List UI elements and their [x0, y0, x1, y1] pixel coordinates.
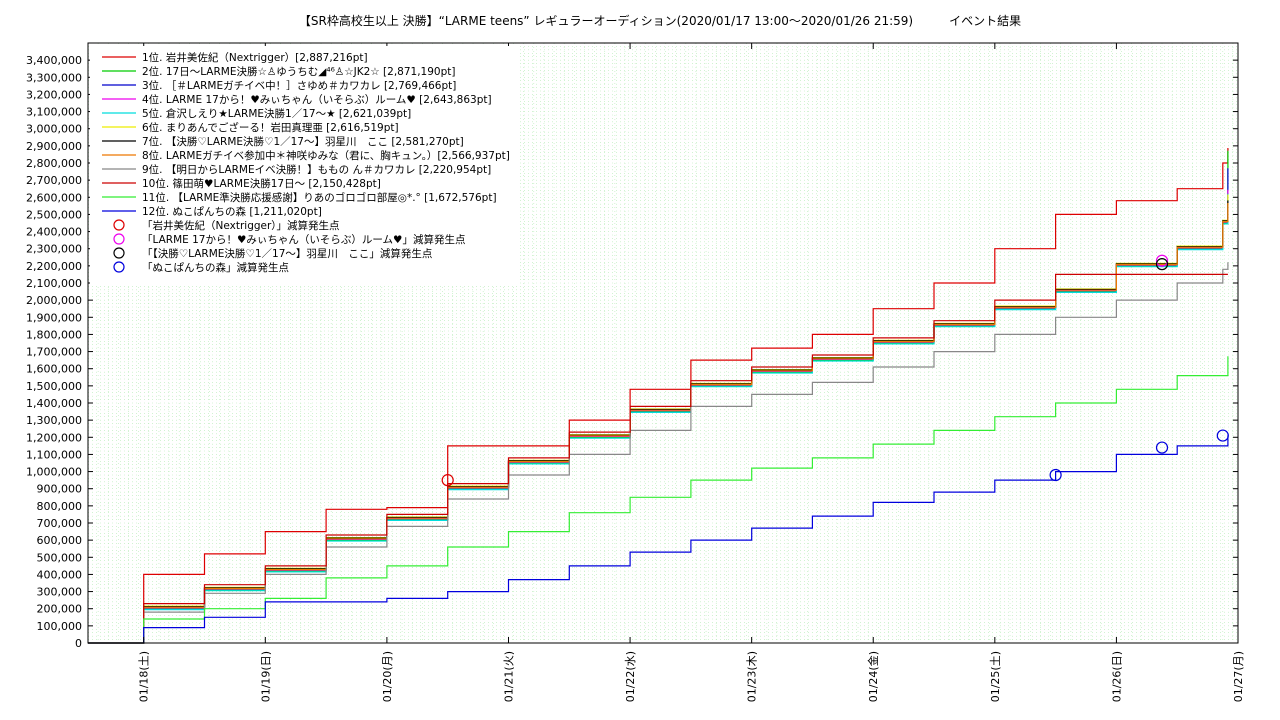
y-tick-label: 800,000: [37, 500, 83, 513]
y-tick-label: 1,600,000: [26, 363, 82, 376]
legend-label-2: 2位. 17日〜LARME決勝☆♙ゆうちむ◢⁴⁶♙☆JK2☆ [2,871,19…: [142, 65, 455, 78]
legend-marker-3: [113, 247, 125, 259]
series-line-10: [88, 273, 1228, 644]
subtraction-marker-3: [1155, 258, 1169, 271]
x-axis: 01/18(土) 01/19(日) 01/20(月) 01/21(火) 01/22(水)…: [138, 43, 1245, 702]
subtraction-marker-2: [1155, 254, 1169, 267]
y-tick-label: 2,800,000: [26, 157, 82, 170]
legend-marker-2: [113, 233, 125, 245]
legend-marker-label-3: 「【決勝♡LARME決勝♡1／17〜】羽星川 ここ」減算発生点: [142, 247, 432, 260]
series-line-9: [88, 262, 1229, 644]
legend-label-12: 12位. ぬこぱんちの森 [1,211,020pt]: [142, 205, 322, 218]
y-tick-label: 2,100,000: [26, 277, 82, 290]
legend-label-7: 7位. 【決勝♡LARME決勝♡1／17〜】羽星川 ここ [2,581,270p…: [142, 135, 464, 148]
y-tick-label: 500,000: [37, 551, 83, 564]
chart-title: 【SR枠高校生以上 決勝】“LARME teens” レギュラーオーディション(…: [299, 13, 1021, 28]
y-tick-label: 2,600,000: [26, 191, 82, 204]
legend-marker-label-2: 「LARME 17から！♥みぃちゃん（いそらぶ）ルーム♥」減算発生点: [142, 233, 465, 246]
legend-label-6: 6位. まりあんでござーる！岩田真理亜 [2,616,519pt]: [142, 121, 399, 134]
y-tick-label: 1,700,000: [26, 346, 82, 359]
y-tick-label: 3,300,000: [26, 71, 82, 84]
subtraction-marker-4: [1049, 468, 1062, 482]
legend-label-9: 9位. 【明日からLARMEイベ決勝！】ももの ん＃カワカレ [2,220,95…: [142, 163, 491, 176]
legend-background: [90, 46, 520, 284]
y-tick-label: 2,500,000: [26, 208, 82, 221]
series-line-11: [88, 356, 1229, 644]
legend-label-10: 10位. 篠田萌♥LARME決勝17日〜 [2,150,428pt]: [142, 177, 381, 190]
x-tick-label: 01/26(日): [1110, 651, 1123, 702]
y-tick-label: 400,000: [37, 568, 83, 581]
y-tick-label: 2,900,000: [26, 140, 82, 153]
y-tick-label: 2,700,000: [26, 174, 82, 187]
x-tick-label: 01/18(土): [138, 651, 151, 702]
x-tick-label: 01/24(金): [866, 651, 880, 702]
x-tick-label: 01/27(月): [1232, 651, 1245, 702]
series-line-1: [88, 148, 1229, 644]
x-tick-label: 01/20(月): [381, 651, 394, 702]
legend-label-1: 1位. 岩井美佐紀（Nextrigger）[2,887,216pt]: [142, 51, 368, 64]
legend: 1位. 岩井美佐紀（Nextrigger）[2,887,216pt]2位. 17…: [90, 46, 520, 284]
series-line-12: [88, 435, 1229, 644]
y-tick-label: 3,000,000: [26, 123, 82, 136]
subtraction-marker-5: [1155, 441, 1169, 454]
y-tick-label: 200,000: [37, 603, 83, 616]
y-tick-label: 1,400,000: [26, 397, 82, 410]
y-tick-label: 1,200,000: [26, 431, 82, 444]
y-tick-label: 2,300,000: [26, 243, 82, 256]
y-tick-label: 900,000: [37, 483, 83, 496]
subtraction-marker-6: [1216, 429, 1229, 442]
legend-label-4: 4位. LARME 17から！♥みぃちゃん（いそらぶ）ルーム♥ [2,643,8…: [142, 93, 492, 106]
legend-label-8: 8位. LARMEガチイベ参加中＊神咲ゆみな（君に、胸キュン。）[2,566,9…: [142, 149, 510, 162]
y-tick-label: 2,400,000: [26, 226, 82, 239]
legend-marker-label-1: 「岩井美佐紀（Nextrigger）」減算発生点: [142, 219, 340, 232]
y-tick-label: 300,000: [37, 586, 83, 599]
y-tick-label: 700,000: [37, 517, 83, 530]
y-tick-label: 1,100,000: [26, 448, 82, 461]
y-tick-label: 3,200,000: [26, 88, 82, 101]
y-tick-label: 600,000: [37, 534, 83, 547]
legend-label-3: 3位. ［＃LARMEガチイベ中！］さゆめ＃カワカレ [2,769,466pt]: [142, 79, 456, 92]
legend-marker-label-4: 「ぬこぱんちの森」減算発生点: [142, 261, 289, 274]
x-tick-label: 01/23(木): [746, 651, 759, 702]
legend-marker-1: [113, 219, 125, 231]
plot-frame: [87, 42, 1239, 644]
y-tick-label: 2,200,000: [26, 260, 82, 273]
x-tick-label: 01/21(火): [502, 651, 515, 702]
legend-label-5: 5位. 倉沢しえり★LARME決勝1／17〜★ [2,621,039pt]: [142, 107, 411, 120]
y-tick-label: 1,300,000: [26, 414, 82, 427]
legend-label-11: 11位. 【LARME準決勝応援感謝】りあのゴロゴロ部屋◎*.° [1,672,…: [142, 191, 497, 204]
y-tick-label: 2,000,000: [26, 294, 82, 307]
x-tick-label: 01/25(土): [989, 651, 1002, 702]
y-tick-label: 1,900,000: [26, 311, 82, 324]
y-tick-label: 1,800,000: [26, 328, 82, 341]
y-tick-label: 1,000,000: [26, 466, 82, 479]
x-tick-label: 01/22(水): [624, 651, 637, 702]
series-lines: [88, 148, 1229, 644]
y-tick-label: 0: [75, 637, 82, 650]
subtraction-markers: [441, 254, 1229, 487]
subtraction-marker-1: [441, 474, 454, 487]
y-tick-label: 3,400,000: [26, 54, 82, 67]
x-tick-label: 01/19(日): [259, 651, 272, 702]
legend-marker-4: [113, 261, 125, 273]
y-tick-label: 100,000: [37, 620, 83, 633]
y-tick-label: 3,100,000: [26, 106, 82, 119]
y-tick-label: 1,500,000: [26, 380, 82, 393]
y-axis: 0 100,000 200,000 300,000 400,000 500,000 600,…: [26, 54, 1238, 650]
